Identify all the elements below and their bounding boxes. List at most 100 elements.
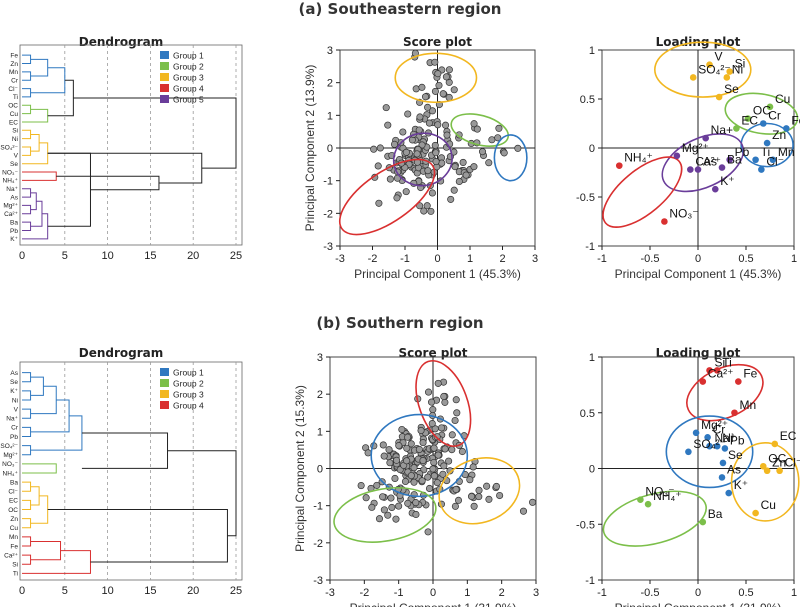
score-point: [433, 479, 441, 487]
dendrogram-branch: [22, 481, 32, 492]
legend-label: Group 3: [173, 390, 204, 400]
score-point: [475, 486, 483, 494]
loading-point: [637, 496, 644, 504]
dendrogram-leaf-label: Cr: [11, 78, 19, 85]
dendrogram-leaf-label: V: [14, 153, 19, 160]
dendrogram-branch: [22, 445, 32, 456]
dendrogram-leaf-label: V: [14, 406, 19, 413]
legend-swatch: [160, 84, 169, 92]
score-point: [390, 140, 399, 148]
score-point: [445, 66, 453, 74]
loading-point: [758, 166, 765, 173]
score-point: [416, 113, 424, 121]
score-x-tick-label: 2: [499, 253, 505, 265]
score-point: [500, 149, 508, 157]
loading-point: [689, 74, 697, 81]
score-point: [386, 175, 394, 183]
score-point: [384, 511, 392, 519]
score-point: [416, 202, 424, 210]
score-x-tick-label: -2: [368, 253, 378, 265]
score-point: [364, 449, 372, 457]
dendrogram-branch: [30, 192, 37, 211]
score-ellipse: [338, 158, 436, 236]
loading-variable-label: As: [703, 155, 717, 169]
score-point: [448, 431, 456, 439]
dendrogram-tick-label: 10: [101, 585, 113, 597]
score-y-tick-label: -1: [313, 501, 323, 513]
dendrogram-title: Dendrogram: [79, 35, 164, 49]
score-point: [433, 433, 441, 441]
score-point: [432, 149, 440, 157]
loading-y-tick-label: 0.5: [580, 408, 595, 420]
loading-ellipse: [653, 41, 752, 98]
loading-variable-label: V: [715, 50, 723, 64]
loading-x-tick-label: 0.5: [738, 253, 753, 265]
loading-variable-label: SO₄²⁻: [693, 437, 726, 451]
loading-ellipse: [602, 490, 707, 547]
loading-point: [733, 125, 740, 132]
dendrogram-leaf-label: Cu: [10, 525, 19, 532]
score-point: [419, 439, 427, 447]
score-point: [391, 474, 399, 483]
score-point: [421, 93, 430, 101]
dendrogram-leaf-label: Ca²⁺: [4, 211, 18, 218]
score-x-tick-label: -1: [400, 253, 410, 265]
loading-point: [713, 442, 721, 450]
loading-x-tick-label: 0: [695, 253, 701, 265]
score-point: [440, 392, 448, 401]
legend-label: Group 1: [173, 368, 204, 378]
loading-variable-label: Si: [715, 355, 726, 369]
loading-point: [783, 125, 790, 132]
dendrogram-leaf-label: Na⁺: [6, 416, 18, 423]
loading-point: [687, 166, 694, 173]
loading-variable-label: Se: [724, 82, 739, 96]
score-point: [468, 492, 476, 501]
dendrogram-leaf-label: Mn: [9, 69, 18, 76]
loading-point: [704, 433, 711, 441]
loading-y-tick-label: -1: [585, 575, 595, 587]
legend-label: Group 2: [173, 379, 204, 389]
score-point: [412, 85, 420, 93]
score-point: [519, 507, 528, 515]
dendrogram-leaf-label: Cu: [10, 111, 19, 118]
score-point: [446, 467, 454, 475]
score-y-tick-label: -3: [313, 575, 323, 587]
loading-point: [723, 74, 731, 81]
loading-point: [661, 218, 668, 225]
score-point: [451, 163, 459, 171]
dendrogram-branch: [30, 540, 62, 561]
dendrogram-leaf-label: NH₄⁺: [3, 470, 19, 477]
loading-point: [685, 448, 692, 456]
score-point: [386, 459, 394, 467]
score-y-tick-label: -2: [323, 208, 333, 220]
score-point: [455, 131, 463, 139]
score-point: [485, 495, 493, 503]
loading-variable-label: Ti: [722, 355, 732, 369]
loading-point: [771, 440, 779, 448]
dendrogram-branch: [22, 146, 32, 156]
score-point: [462, 171, 470, 179]
dendrogram-leaf-label: Fe: [10, 543, 18, 550]
dendrogram-merge: [47, 79, 74, 117]
score-point: [450, 86, 458, 94]
score-point: [434, 379, 442, 387]
dendrogram-leaf-label: OC: [8, 103, 18, 110]
loading-ellipse: [665, 415, 754, 489]
dendrogram-branch: [22, 408, 32, 419]
dendrogram-branch: [22, 390, 32, 401]
score-x-tick-label: -2: [359, 587, 369, 599]
dendrogram-leaf-label: SO₄²⁻: [0, 443, 18, 450]
score-point: [431, 425, 439, 433]
dendrogram-branch: [22, 536, 32, 547]
score-x-tick-label: 3: [533, 587, 539, 599]
score-y-tick-label: -1: [323, 176, 333, 188]
loading-variable-label: K⁺: [734, 478, 748, 492]
loading-variable-label: EC: [741, 113, 758, 127]
dendrogram-merge: [47, 152, 203, 184]
score-point: [455, 177, 463, 186]
legend-swatch: [160, 95, 169, 103]
dendrogram-leaf-label: Pb: [10, 228, 18, 235]
loading-variable-label: Zn: [772, 456, 786, 470]
loading-point: [726, 68, 733, 75]
dendrogram-branch: [22, 88, 32, 98]
